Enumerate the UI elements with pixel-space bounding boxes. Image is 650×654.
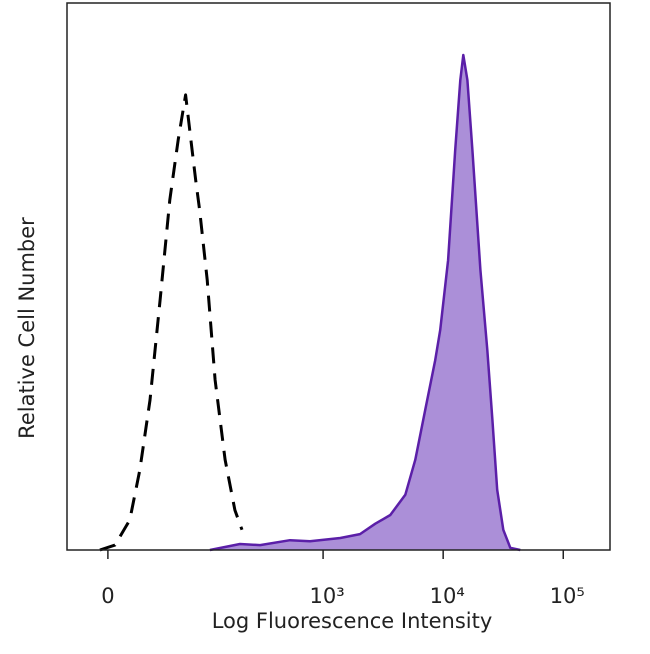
x-axis-label: Log Fluorescence Intensity <box>212 609 493 633</box>
x-tick-label: 10⁵ <box>550 584 585 608</box>
histogram-line <box>99 93 244 552</box>
histogram-line <box>209 53 521 552</box>
y-axis-label: Relative Cell Number <box>15 217 39 439</box>
x-tick-label: 0 <box>101 584 114 608</box>
plot-frame <box>66 2 611 551</box>
x-tick-label: 10⁴ <box>430 584 465 608</box>
x-tick-label: 10³ <box>310 584 345 608</box>
histogram-area <box>209 55 521 550</box>
